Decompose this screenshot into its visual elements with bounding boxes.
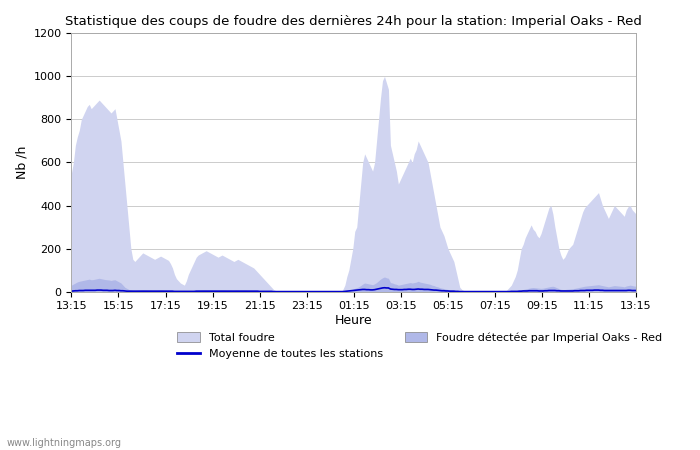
Y-axis label: Nb /h: Nb /h <box>15 146 28 179</box>
Legend: Total foudre, Moyenne de toutes les stations, Foudre détectée par Imperial Oaks : Total foudre, Moyenne de toutes les stat… <box>173 328 666 364</box>
X-axis label: Heure: Heure <box>335 314 372 327</box>
Title: Statistique des coups de foudre des dernières 24h pour la station: Imperial Oaks: Statistique des coups de foudre des dern… <box>65 15 642 28</box>
Text: www.lightningmaps.org: www.lightningmaps.org <box>7 438 122 448</box>
